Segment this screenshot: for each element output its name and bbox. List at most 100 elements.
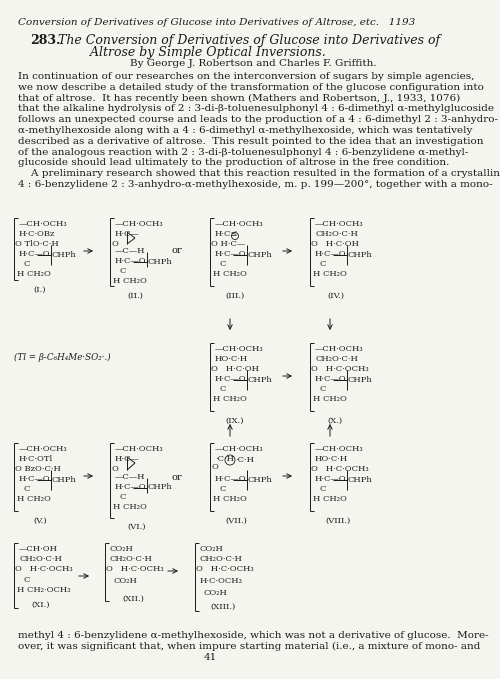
Text: (Tl = β-C₆H₄Me·SO₂·.): (Tl = β-C₆H₄Me·SO₂·.) [14, 353, 110, 362]
Text: O   H·C·OH: O H·C·OH [311, 240, 359, 248]
Text: O: O [211, 463, 218, 471]
Text: (V.): (V.) [33, 517, 46, 525]
Text: (III.): (III.) [225, 292, 244, 300]
Text: CH₂O·C·H: CH₂O·C·H [110, 555, 153, 563]
Text: H·C—O: H·C—O [115, 257, 146, 265]
Text: CO₂H: CO₂H [204, 589, 228, 597]
Text: —CH·OCH₃: —CH·OCH₃ [315, 445, 364, 453]
Text: CHPh: CHPh [148, 258, 173, 266]
Text: O BzO·C·H: O BzO·C·H [15, 465, 61, 473]
Text: CHPh: CHPh [52, 476, 77, 484]
Text: —C—H: —C—H [115, 473, 146, 481]
Text: (VI.): (VI.) [127, 523, 146, 531]
Text: CHPh: CHPh [52, 251, 77, 259]
Text: H·C—O: H·C—O [19, 250, 50, 258]
Text: CHPh: CHPh [348, 476, 373, 484]
Text: CO₂H: CO₂H [200, 545, 224, 553]
Text: C: C [219, 485, 226, 493]
Text: CH₂O·C·H: CH₂O·C·H [315, 230, 358, 238]
Text: ·C·H: ·C·H [215, 455, 234, 463]
Text: (IV.): (IV.) [327, 292, 344, 300]
Text: (IX.): (IX.) [225, 417, 244, 425]
Text: over, it was significant that, when impure starting material (i.e., a mixture of: over, it was significant that, when impu… [18, 642, 480, 651]
Text: In continuation of our researches on the interconversion of sugars by simple age: In continuation of our researches on the… [18, 72, 474, 81]
Text: O: O [111, 465, 118, 473]
Text: O   H·C·OH: O H·C·OH [211, 365, 259, 373]
Text: or: or [172, 473, 182, 482]
Text: H CH₂O: H CH₂O [213, 395, 247, 403]
Text: H·C·OCH₃: H·C·OCH₃ [200, 577, 243, 585]
Text: (VII.): (VII.) [225, 517, 247, 525]
Text: CH₂O·C·H: CH₂O·C·H [315, 355, 358, 363]
Text: H·C·OTl: H·C·OTl [19, 455, 53, 463]
Text: methyl 4 : 6-benzylidene α-methylhexoside, which was not a derivative of glucose: methyl 4 : 6-benzylidene α-methylhexosid… [18, 631, 488, 640]
Text: H·C—: H·C— [115, 230, 140, 238]
Text: —CH·OCH₃: —CH·OCH₃ [115, 445, 164, 453]
Text: —CH·OCH₃: —CH·OCH₃ [19, 445, 68, 453]
Text: H·C—O: H·C—O [315, 475, 346, 483]
Text: (XIII.): (XIII.) [210, 603, 236, 611]
Text: CHPh: CHPh [248, 476, 273, 484]
Text: CHPh: CHPh [348, 251, 373, 259]
Text: —CH·OCH₃: —CH·OCH₃ [315, 345, 364, 353]
Text: described as a derivative of altrose.  This result pointed to the idea that an i: described as a derivative of altrose. Th… [18, 136, 483, 146]
Text: H CH₂O: H CH₂O [113, 503, 147, 511]
Text: (VIII.): (VIII.) [325, 517, 350, 525]
Text: The Conversion of Derivatives of Glucose into Derivatives of: The Conversion of Derivatives of Glucose… [54, 34, 440, 47]
Text: (XI.): (XI.) [31, 601, 50, 609]
Text: O TlO·C·H: O TlO·C·H [15, 240, 59, 248]
Text: —CH·OCH₃: —CH·OCH₃ [315, 220, 364, 228]
Text: —CH·OCH₃: —CH·OCH₃ [19, 220, 68, 228]
Text: H CH₂O: H CH₂O [313, 395, 347, 403]
Text: O H·C—: O H·C— [211, 240, 245, 248]
Text: (XII.): (XII.) [122, 595, 144, 603]
Text: C: C [319, 385, 326, 393]
Text: Altrose by Simple Optical Inversions.: Altrose by Simple Optical Inversions. [54, 46, 326, 59]
Text: C: C [23, 485, 30, 493]
Text: C: C [219, 385, 226, 393]
Text: C: C [319, 485, 326, 493]
Text: —CH·OCH₃: —CH·OCH₃ [215, 220, 264, 228]
Text: H·C—: H·C— [115, 455, 140, 463]
Text: α-methylhexoside along with a 4 : 6-dimethyl α-methylhexoside, which was tentati: α-methylhexoside along with a 4 : 6-dime… [18, 126, 472, 135]
Text: H·C≤: H·C≤ [215, 230, 238, 238]
Text: that the alkaline hydrolysis of 2 : 3-di-β-toluenesulphonyl 4 : 6-dimethyl α-met: that the alkaline hydrolysis of 2 : 3-di… [18, 105, 494, 113]
Text: H CH₂O: H CH₂O [313, 270, 347, 278]
Text: CH₂O·C·H: CH₂O·C·H [19, 555, 62, 563]
Text: HO·C·H: HO·C·H [315, 455, 348, 463]
Text: H·C—O: H·C—O [215, 475, 246, 483]
Text: 283.: 283. [30, 34, 60, 47]
Text: H·C—O: H·C—O [315, 250, 346, 258]
Text: CH₂O·C·H: CH₂O·C·H [200, 555, 243, 563]
Text: C: C [319, 260, 326, 268]
Text: CO₂H: CO₂H [110, 545, 134, 553]
Text: or: or [172, 246, 182, 255]
Text: A preliminary research showed that this reaction resulted in the formation of a : A preliminary research showed that this … [18, 169, 500, 178]
Text: C: C [23, 260, 30, 268]
Text: H·C—O: H·C—O [115, 483, 146, 491]
Text: C: C [119, 267, 126, 275]
Text: O   H·C·OCH₃: O H·C·OCH₃ [106, 565, 164, 573]
Text: O   H·C·OCH₃: O H·C·OCH₃ [196, 565, 254, 573]
Text: CO₂H: CO₂H [114, 577, 138, 585]
Text: Conversion of Derivatives of Glucose into Derivatives of Altrose, etc.   1193: Conversion of Derivatives of Glucose int… [18, 18, 415, 27]
Text: H CH₂O: H CH₂O [213, 495, 247, 503]
Text: CHPh: CHPh [248, 376, 273, 384]
Text: H CH₂O: H CH₂O [313, 495, 347, 503]
Text: H CH₂O: H CH₂O [213, 270, 247, 278]
Text: —CH·OCH₃: —CH·OCH₃ [215, 345, 264, 353]
Text: —CH·OH: —CH·OH [19, 545, 58, 553]
Text: C: C [219, 260, 226, 268]
Text: H·C—O: H·C—O [19, 475, 50, 483]
Text: H·C—O: H·C—O [315, 375, 346, 383]
Text: (X.): (X.) [327, 417, 342, 425]
Text: H·C—O: H·C—O [215, 375, 246, 383]
Text: By George J. Robertson and Charles F. Griffith.: By George J. Robertson and Charles F. Gr… [130, 59, 376, 68]
Text: CHPh: CHPh [248, 251, 273, 259]
Text: follows an unexpected course and leads to the production of a 4 : 6-dimethyl 2 :: follows an unexpected course and leads t… [18, 115, 498, 124]
Text: we now describe a detailed study of the transformation of the glucose configurat: we now describe a detailed study of the … [18, 83, 484, 92]
Text: O   H·C·OCH₃: O H·C·OCH₃ [311, 465, 368, 473]
Text: C: C [119, 493, 126, 501]
Text: H·C—O: H·C—O [215, 250, 246, 258]
Text: (II.): (II.) [127, 292, 143, 300]
